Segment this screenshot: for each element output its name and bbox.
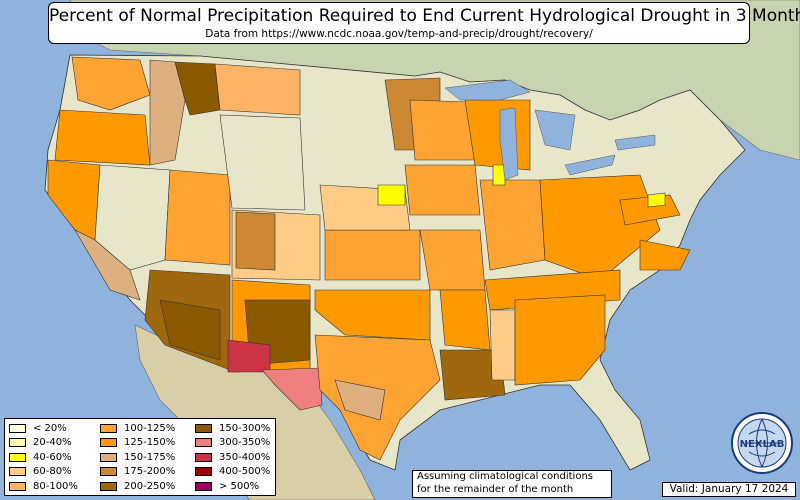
legend-swatch (9, 423, 26, 433)
legend-label: 20-40% (33, 437, 72, 449)
logo-text: NEXLAB (740, 439, 785, 450)
legend-swatch (100, 438, 117, 448)
legend-label: 40-60% (33, 451, 72, 463)
legend-item: 350-400% (195, 451, 270, 463)
region-iowa (404, 164, 481, 216)
legend-label: 400-500% (219, 466, 271, 478)
legend-item: 300-350% (195, 437, 270, 449)
region-idaho (149, 59, 186, 166)
legend-label: 175-200% (124, 466, 176, 478)
region-louisiana (439, 349, 506, 401)
region-north-carolina (639, 239, 691, 271)
lake-erie (564, 154, 616, 176)
legend-item: 150-175% (100, 451, 175, 463)
region-w-colorado (235, 211, 276, 271)
region-washington (71, 56, 151, 111)
legend-item: 60-80% (9, 466, 72, 478)
assumption-note: Assuming climatological conditions for t… (412, 470, 612, 498)
region-sw-arizona (159, 299, 221, 361)
drought-regions (47, 56, 691, 461)
region-w-texas (261, 367, 323, 411)
legend-swatch (100, 423, 117, 433)
region-n-indiana (492, 164, 506, 186)
note-line-1: Assuming climatological conditions (417, 471, 593, 482)
legend-label: 200-250% (124, 480, 176, 492)
legend: < 20% 20-40% 40-60% 60-80% 80-100% 100-125% 12… (4, 418, 276, 496)
region-utah (164, 169, 231, 266)
nexlab-logo: NEXLAB (731, 412, 793, 474)
legend-swatch (100, 467, 117, 477)
region-kansas (324, 229, 421, 281)
legend-item: 100-125% (100, 422, 175, 434)
legend-swatch (100, 452, 117, 462)
legend-swatch (9, 452, 26, 462)
legend-label: < 20% (33, 422, 67, 434)
region-nm-south (227, 339, 271, 373)
region-missouri (419, 229, 486, 291)
region-maryland (647, 192, 666, 208)
region-oklahoma (314, 289, 431, 341)
legend-swatch (100, 481, 117, 491)
region-nevada (94, 164, 171, 271)
region-s-california (74, 229, 141, 301)
region-alabama-georgia (514, 294, 606, 386)
legend-swatch (195, 481, 212, 491)
lake-superior (444, 79, 531, 101)
legend-item: 175-200% (100, 466, 175, 478)
map-subtitle: Data from https://www.ncdc.noaa.gov/temp… (205, 28, 593, 40)
legend-label: 100-125% (124, 422, 176, 434)
region-montana (214, 63, 301, 116)
legend-label: 125-150% (124, 437, 176, 449)
legend-item: 200-250% (100, 480, 175, 492)
legend-item: 40-60% (9, 451, 72, 463)
legend-swatch (9, 467, 26, 477)
legend-label: > 500% (219, 480, 260, 492)
region-illinois-indiana (479, 179, 546, 271)
legend-label: 150-175% (124, 451, 176, 463)
legend-label: 300-350% (219, 437, 271, 449)
region-w-montana (174, 61, 221, 116)
legend-label: 350-400% (219, 451, 271, 463)
legend-item: 20-40% (9, 437, 72, 449)
note-line-2: for the remainder of the month (417, 483, 574, 495)
legend-label: 60-80% (33, 466, 72, 478)
legend-item: 400-500% (195, 466, 270, 478)
legend-item: < 20% (9, 422, 67, 434)
region-arkansas (439, 289, 491, 351)
region-wisconsin (409, 99, 476, 161)
lake-michigan (499, 107, 519, 181)
legend-label: 80-100% (33, 480, 78, 492)
legend-item: 80-100% (9, 480, 78, 492)
region-tx-central (334, 379, 386, 421)
lake-huron (534, 109, 576, 151)
region-oregon (54, 109, 151, 166)
map-title: Percent of Normal Precipitation Required… (49, 6, 800, 26)
legend-item: 150-300% (195, 422, 270, 434)
valid-date: Valid: January 17 2024 (662, 482, 796, 497)
legend-swatch (195, 438, 212, 448)
legend-swatch (195, 423, 212, 433)
legend-swatch (9, 481, 26, 491)
lake-ontario (614, 134, 656, 151)
legend-swatch (195, 452, 212, 462)
legend-swatch (9, 438, 26, 448)
legend-swatch (195, 467, 212, 477)
great-lakes (444, 79, 656, 181)
title-box: Percent of Normal Precipitation Required… (48, 2, 800, 44)
region-michigan (464, 99, 531, 171)
legend-item: > 500% (195, 480, 259, 492)
region-wyoming (219, 114, 306, 211)
region-ne-nebraska (377, 184, 406, 206)
legend-item: 125-150% (100, 437, 175, 449)
legend-label: 150-300% (219, 422, 271, 434)
region-mississippi (489, 309, 516, 381)
